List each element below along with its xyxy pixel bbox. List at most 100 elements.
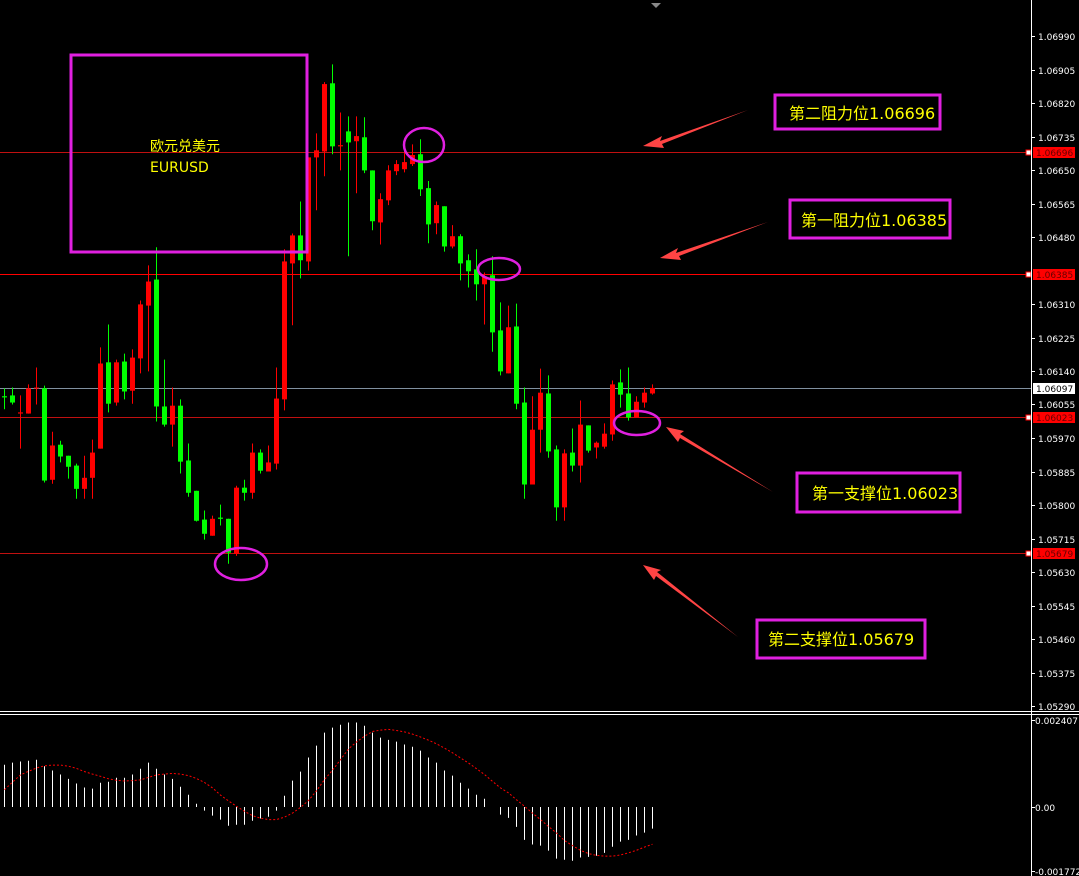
candle-body [266, 462, 271, 472]
candle-bearish [370, 170, 375, 231]
candle-body [378, 199, 383, 223]
candle-body [554, 449, 559, 508]
candle-body [122, 361, 127, 392]
macd-signal-line [4, 728, 653, 857]
price-axis-label: 1.06905 [1038, 67, 1075, 77]
candle-bullish [650, 384, 655, 395]
price-axis-label: 1.06565 [1038, 201, 1075, 211]
candle-body [34, 387, 39, 389]
support-2-label: 第二支撑位1.05679 [768, 630, 914, 649]
candle-bullish [290, 233, 295, 326]
price-axis-label: 1.06990 [1038, 33, 1075, 43]
candle-body [226, 518, 231, 553]
candle-body [66, 455, 71, 467]
candle-body [578, 424, 583, 466]
candle-body [426, 188, 431, 225]
candle-bearish [554, 445, 559, 521]
candle-body [482, 276, 487, 285]
candle-bearish [514, 303, 519, 410]
candle-bullish [450, 225, 455, 249]
resistance-2-label-box [773, 93, 942, 131]
candle-bearish [498, 302, 503, 376]
candle-body [2, 396, 7, 398]
candle-body [434, 205, 439, 224]
candle-body [402, 162, 407, 170]
level-handle-icon [1025, 414, 1032, 421]
candle-body [26, 388, 31, 414]
candle-bullish [610, 380, 615, 441]
candle-body [298, 235, 303, 261]
candle-body [506, 327, 511, 374]
candle-bullish [386, 165, 391, 206]
price-axis-label: 1.05460 [1038, 636, 1075, 646]
candle-body [82, 477, 87, 489]
arrow-support-1-icon [666, 427, 773, 492]
price-axis-label: 1.06055 [1038, 401, 1075, 411]
candle-body [250, 452, 255, 493]
candle-body [498, 330, 503, 372]
candle-body [466, 260, 471, 272]
candle-bearish [178, 399, 183, 474]
candle-body [202, 519, 207, 534]
price-tag [1033, 548, 1075, 559]
candle-bearish [466, 254, 471, 288]
candle-body [10, 395, 15, 403]
candle-body [234, 487, 239, 554]
candle-body [322, 84, 327, 152]
highlight-circle-support-1 [612, 409, 662, 437]
price-axis-label: 1.05715 [1038, 536, 1075, 546]
candle-body [178, 405, 183, 462]
candle-body [442, 206, 447, 247]
candle-bearish [490, 256, 495, 352]
candle-bullish [234, 485, 239, 556]
candle-body [370, 170, 375, 222]
price-tag-text: 1.06023 [1036, 414, 1073, 424]
support-1-label: 第一支撑位1.06023 [812, 484, 958, 503]
candle-bearish [522, 387, 527, 499]
price-tag-text: 1.06097 [1036, 385, 1073, 395]
candle-bullish [434, 201, 439, 235]
candle-body [218, 517, 223, 519]
candle-bearish [618, 369, 623, 408]
support-1-label-box [795, 471, 962, 514]
candle-bullish [338, 112, 343, 171]
candle-bullish [170, 387, 175, 447]
candle-bearish [42, 385, 47, 483]
candle-bearish [586, 425, 591, 453]
symbol-name: EURUSD [150, 160, 209, 176]
candle-bearish [202, 510, 207, 540]
candle-body [74, 465, 79, 489]
candle-bullish [210, 515, 215, 536]
candle-bullish [322, 82, 327, 177]
candle-body [570, 452, 575, 466]
price-axis-label: 1.06480 [1038, 234, 1075, 244]
price-axis-label: 1.06735 [1038, 134, 1075, 144]
candle-body [282, 261, 287, 400]
chart-shift-marker-icon[interactable] [651, 3, 661, 8]
candle-bearish [194, 490, 199, 522]
candle-body [50, 445, 55, 480]
candle-bearish [330, 64, 335, 155]
candle-bearish [570, 428, 575, 472]
candle-body [162, 406, 167, 425]
candle-body [490, 275, 495, 333]
candle-bearish [66, 455, 71, 479]
candle-bullish [314, 133, 319, 211]
candle-body [362, 137, 367, 171]
highlight-circle-support-2 [213, 546, 269, 582]
price-tag-text: 1.05679 [1036, 550, 1073, 560]
candle-bullish [90, 439, 95, 499]
arrow-support-2-icon [643, 565, 738, 637]
candle-body [522, 402, 527, 485]
candle-bullish [98, 347, 103, 449]
candle-bullish [50, 431, 55, 484]
candle-bearish [346, 116, 351, 257]
candle-body [458, 236, 463, 264]
candle-body [546, 393, 551, 452]
candle-body [602, 433, 607, 447]
price-tag-text: 1.06385 [1036, 271, 1073, 281]
candle-body [98, 363, 103, 449]
candle-bullish [26, 384, 31, 414]
candle-body [90, 452, 95, 478]
